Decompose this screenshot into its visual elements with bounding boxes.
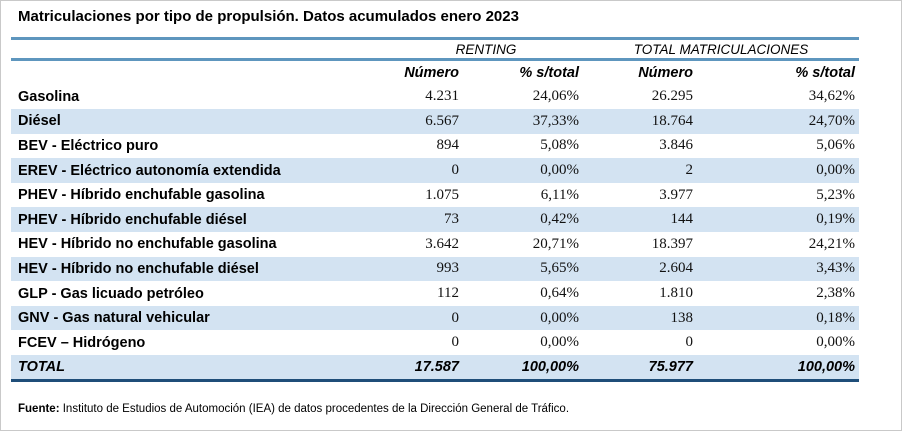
row-value-total-numero: 2 <box>583 158 697 183</box>
group-header-spacer <box>11 37 389 61</box>
table-row: BEV - Eléctrico puro 894 5,08% 3.846 5,0… <box>11 134 859 159</box>
row-value-renting-numero: 0 <box>389 158 463 183</box>
row-value-total-numero: 18.397 <box>651 235 693 252</box>
row-value-renting-pct: 0,42% <box>463 207 583 233</box>
table-header: RENTING TOTAL MATRICULACIONES Número % s… <box>11 37 859 85</box>
page-title: Matriculaciones por tipo de propulsión. … <box>18 8 519 25</box>
row-value-renting-numero: 3.642 <box>425 235 459 252</box>
row-label: GLP - Gas licuado petróleo <box>18 285 204 302</box>
row-label: HEV - Híbrido no enchufable diésel <box>11 256 389 282</box>
total-row: TOTAL 17.587 100,00% 75.977 100,00% <box>11 355 859 382</box>
row-value-renting-numero: 4.231 <box>425 88 459 105</box>
row-value-renting-pct: 0,00% <box>463 305 583 331</box>
source-label: Fuente: <box>18 403 60 415</box>
row-value-renting-pct: 5,65% <box>463 256 583 282</box>
row-value-total-pct: 5,06% <box>816 137 855 154</box>
row-label: PHEV - Híbrido enchufable gasolina <box>18 187 265 204</box>
table-body: Gasolina 4.231 24,06% 26.295 34,62% Diés… <box>11 85 859 356</box>
row-value-total-numero: 3.977 <box>659 186 693 203</box>
column-header-total-numero: Número <box>583 59 697 85</box>
row-label: EREV - Eléctrico autonomía extendida <box>11 158 389 183</box>
table-footer: TOTAL 17.587 100,00% 75.977 100,00% <box>11 355 859 382</box>
table-row: PHEV - Híbrido enchufable diésel 73 0,42… <box>11 207 859 233</box>
row-value-total-pct: 34,62% <box>808 88 855 105</box>
table-row: HEV - Híbrido no enchufable diésel 993 5… <box>11 256 859 282</box>
total-renting-numero: 17.587 <box>389 355 463 382</box>
source-note: Fuente: Instituto de Estudios de Automoc… <box>18 403 569 415</box>
row-value-total-pct: 24,70% <box>697 109 859 134</box>
row-value-total-numero: 26.295 <box>651 88 693 105</box>
total-label: TOTAL <box>11 355 389 382</box>
table-row: GLP - Gas licuado petróleo 112 0,64% 1.8… <box>11 281 859 306</box>
row-value-renting-pct: 0,64% <box>540 285 579 302</box>
row-value-total-pct: 3,43% <box>697 256 859 282</box>
row-value-total-numero: 18.764 <box>583 109 697 134</box>
row-value-total-numero: 1.810 <box>659 285 693 302</box>
row-label: GNV - Gas natural vehicular <box>11 305 389 331</box>
row-value-renting-numero: 894 <box>436 137 460 154</box>
row-label: PHEV - Híbrido enchufable diésel <box>11 207 389 233</box>
table-row: Gasolina 4.231 24,06% 26.295 34,62% <box>11 85 859 110</box>
column-header-renting-numero: Número <box>389 59 463 85</box>
group-header-renting: RENTING <box>389 37 583 61</box>
table-row: FCEV – Hidrógeno 0 0,00% 0 0,00% <box>11 330 859 355</box>
row-value-total-numero: 144 <box>583 207 697 233</box>
row-value-total-pct: 24,21% <box>808 235 855 252</box>
column-header-renting-pct: % s/total <box>463 59 583 85</box>
source-text: Instituto de Estudios de Automoción (IEA… <box>59 403 570 415</box>
row-value-renting-pct: 24,06% <box>532 88 579 105</box>
row-label: HEV - Híbrido no enchufable gasolina <box>18 236 277 253</box>
row-value-renting-pct: 37,33% <box>463 109 583 134</box>
group-header-row: RENTING TOTAL MATRICULACIONES <box>11 37 859 61</box>
table-row: HEV - Híbrido no enchufable gasolina 3.6… <box>11 232 859 257</box>
row-value-total-numero: 0 <box>685 334 694 351</box>
row-value-total-pct: 0,00% <box>816 334 855 351</box>
row-value-renting-numero: 0 <box>389 305 463 331</box>
row-value-renting-pct: 20,71% <box>532 235 579 252</box>
row-label: BEV - Eléctrico puro <box>18 137 159 154</box>
row-value-renting-numero: 112 <box>437 285 459 302</box>
table-row: GNV - Gas natural vehicular 0 0,00% 138 … <box>11 305 859 331</box>
row-label: Gasolina <box>18 88 80 105</box>
row-label: FCEV – Hidrógeno <box>18 334 146 351</box>
table-row: PHEV - Híbrido enchufable gasolina 1.075… <box>11 183 859 208</box>
row-value-renting-pct: 0,00% <box>540 334 579 351</box>
row-value-renting-numero: 0 <box>451 334 460 351</box>
table-row: EREV - Eléctrico autonomía extendida 0 0… <box>11 158 859 183</box>
row-value-renting-numero: 73 <box>389 207 463 233</box>
row-value-renting-numero: 1.075 <box>425 186 459 203</box>
row-value-renting-numero: 6.567 <box>389 109 463 134</box>
row-value-renting-pct: 5,08% <box>540 137 579 154</box>
registrations-table: RENTING TOTAL MATRICULACIONES Número % s… <box>11 37 859 382</box>
row-value-total-pct: 2,38% <box>816 285 855 302</box>
row-value-renting-pct: 0,00% <box>463 158 583 183</box>
total-matriculaciones-numero: 75.977 <box>583 355 697 382</box>
group-header-total-matriculaciones: TOTAL MATRICULACIONES <box>583 37 859 61</box>
total-renting-pct: 100,00% <box>463 355 583 382</box>
total-matriculaciones-pct: 100,00% <box>697 355 859 382</box>
table-row: Diésel 6.567 37,33% 18.764 24,70% <box>11 109 859 134</box>
column-header-row: Número % s/total Número % s/total <box>11 59 859 85</box>
column-header-total-pct: % s/total <box>697 59 859 85</box>
row-label: Diésel <box>11 109 389 134</box>
row-value-total-numero: 2.604 <box>583 256 697 282</box>
row-value-total-pct: 0,19% <box>697 207 859 233</box>
row-value-total-pct: 5,23% <box>816 186 855 203</box>
row-value-renting-pct: 6,11% <box>540 186 579 203</box>
column-header-spacer <box>11 59 389 85</box>
row-value-total-pct: 0,00% <box>697 158 859 183</box>
row-value-total-pct: 0,18% <box>697 305 859 331</box>
row-value-total-numero: 138 <box>583 305 697 331</box>
row-value-renting-numero: 993 <box>389 256 463 282</box>
row-value-total-numero: 3.846 <box>659 137 693 154</box>
